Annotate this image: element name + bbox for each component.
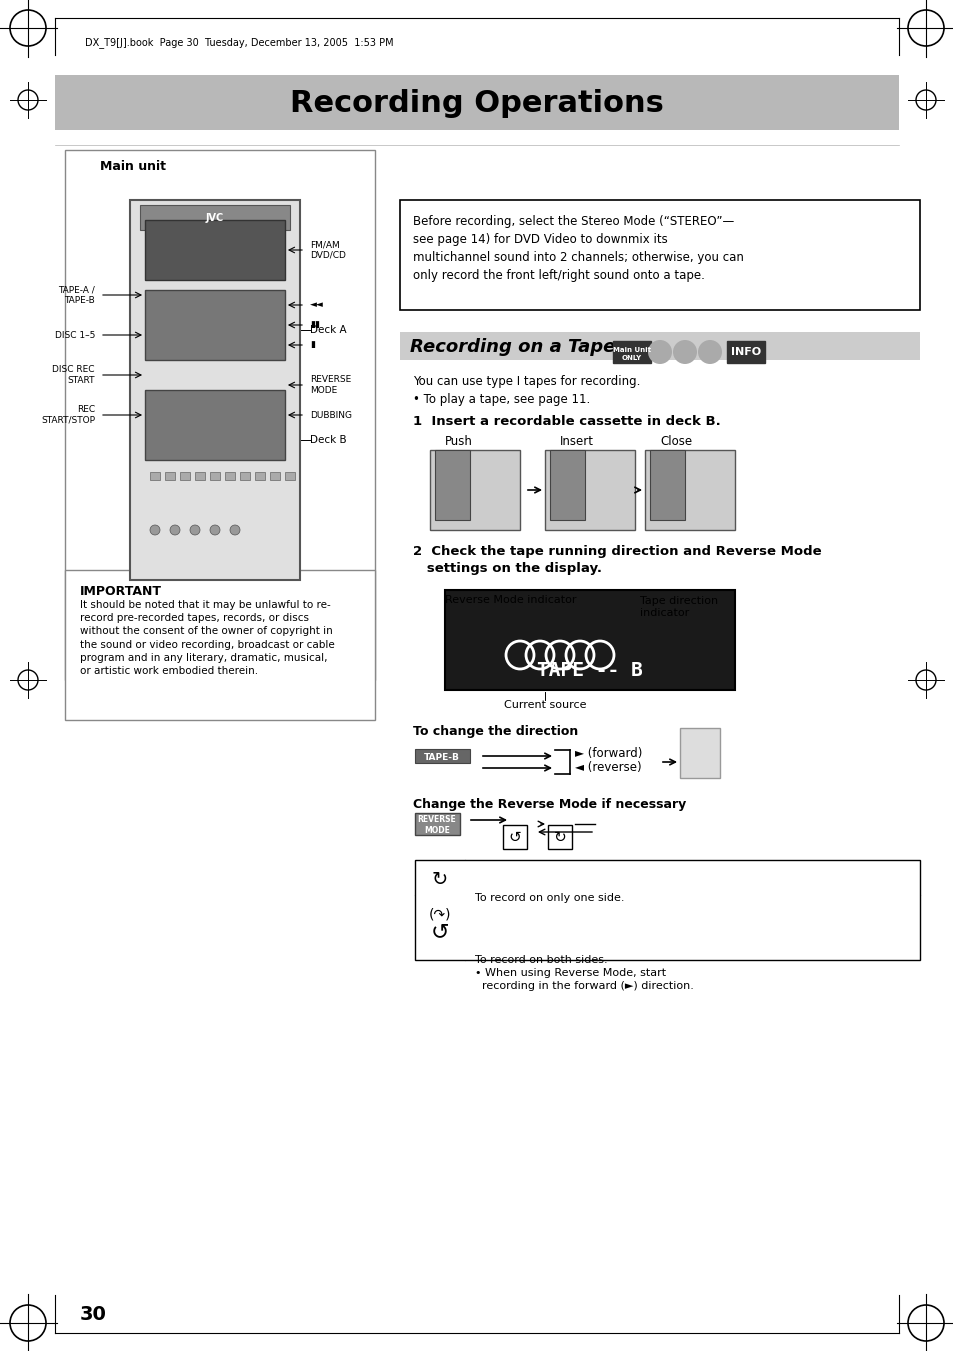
Text: 2  Check the tape running direction and Reverse Mode
   settings on the display.: 2 Check the tape running direction and R… bbox=[413, 544, 821, 576]
Text: REVERSE
MODE: REVERSE MODE bbox=[417, 815, 456, 835]
Bar bbox=[145, 290, 285, 359]
Bar bbox=[254, 471, 265, 480]
Text: Before recording, select the Stereo Mode (“STEREO”—
see page 14) for DVD Video t: Before recording, select the Stereo Mode… bbox=[413, 215, 743, 282]
Text: REC
START/STOP: REC START/STOP bbox=[41, 405, 95, 424]
Bar bbox=[644, 450, 734, 530]
Circle shape bbox=[210, 526, 220, 535]
Bar bbox=[270, 471, 280, 480]
Bar bbox=[415, 813, 459, 835]
Text: It should be noted that it may be unlawful to re-
record pre-recorded tapes, rec: It should be noted that it may be unlawf… bbox=[80, 600, 335, 676]
Bar bbox=[547, 825, 572, 848]
Text: Main unit: Main unit bbox=[100, 159, 166, 173]
Bar bbox=[240, 471, 250, 480]
Text: ↺: ↺ bbox=[508, 830, 521, 844]
Text: Recording on a Tape: Recording on a Tape bbox=[410, 338, 615, 357]
Bar bbox=[145, 220, 285, 280]
Text: ▮: ▮ bbox=[310, 340, 314, 350]
Text: DISC 1–5: DISC 1–5 bbox=[54, 331, 95, 339]
Bar bbox=[180, 471, 190, 480]
Text: ◄ (reverse): ◄ (reverse) bbox=[575, 762, 641, 774]
Text: Current source: Current source bbox=[503, 700, 586, 711]
Bar bbox=[444, 590, 734, 690]
Text: DISC REC
START: DISC REC START bbox=[52, 365, 95, 385]
Circle shape bbox=[628, 366, 635, 372]
Bar bbox=[415, 748, 470, 763]
Bar bbox=[65, 150, 375, 680]
Bar bbox=[165, 471, 174, 480]
Text: ▮▮: ▮▮ bbox=[310, 320, 319, 330]
Text: You can use type I tapes for recording.
• To play a tape, see page 11.: You can use type I tapes for recording. … bbox=[413, 376, 639, 407]
Text: DUBBING: DUBBING bbox=[310, 411, 352, 420]
Circle shape bbox=[672, 340, 697, 363]
Text: ↻: ↻ bbox=[553, 830, 566, 844]
Text: 30: 30 bbox=[80, 1305, 107, 1324]
Text: JVC: JVC bbox=[206, 213, 224, 223]
Bar bbox=[210, 471, 220, 480]
Text: ◄◄: ◄◄ bbox=[310, 300, 323, 309]
Bar bbox=[225, 471, 234, 480]
Text: ► (forward): ► (forward) bbox=[575, 747, 641, 761]
Text: TAPE -- B: TAPE -- B bbox=[537, 661, 642, 680]
Bar bbox=[502, 825, 526, 848]
Text: Deck B: Deck B bbox=[310, 435, 346, 444]
Bar bbox=[399, 200, 919, 309]
Bar bbox=[415, 861, 919, 961]
Circle shape bbox=[230, 526, 240, 535]
Text: 1  Insert a recordable cassette in deck B.: 1 Insert a recordable cassette in deck B… bbox=[413, 415, 720, 428]
Circle shape bbox=[647, 340, 671, 363]
Text: ↺: ↺ bbox=[430, 921, 449, 942]
Bar bbox=[150, 471, 160, 480]
Bar bbox=[399, 332, 919, 359]
Bar bbox=[430, 450, 519, 530]
Bar bbox=[194, 471, 205, 480]
Bar bbox=[435, 450, 470, 520]
Text: ↻: ↻ bbox=[432, 870, 448, 889]
Text: TAPE-B: TAPE-B bbox=[424, 753, 459, 762]
Text: Insert: Insert bbox=[559, 435, 594, 449]
Bar bbox=[130, 200, 299, 580]
Bar bbox=[140, 205, 290, 230]
Text: Recording Operations: Recording Operations bbox=[290, 89, 663, 119]
Circle shape bbox=[170, 526, 180, 535]
Text: Deck A: Deck A bbox=[310, 326, 346, 335]
Bar bbox=[285, 471, 294, 480]
Text: Tape direction
indicator: Tape direction indicator bbox=[639, 596, 718, 619]
Text: (↷): (↷) bbox=[428, 908, 451, 921]
Text: To record on both sides.
• When using Reverse Mode, start
  recording in the for: To record on both sides. • When using Re… bbox=[475, 955, 693, 992]
Text: Main Unit
ONLY: Main Unit ONLY bbox=[612, 347, 650, 361]
Text: Push: Push bbox=[444, 435, 473, 449]
Bar bbox=[613, 340, 650, 363]
Bar bbox=[544, 450, 635, 530]
Bar bbox=[145, 390, 285, 459]
Text: Change the Reverse Mode if necessary: Change the Reverse Mode if necessary bbox=[413, 798, 685, 811]
Bar bbox=[726, 340, 764, 363]
Circle shape bbox=[190, 526, 200, 535]
Text: To record on only one side.: To record on only one side. bbox=[475, 893, 624, 902]
Text: DX_T9[J].book  Page 30  Tuesday, December 13, 2005  1:53 PM: DX_T9[J].book Page 30 Tuesday, December … bbox=[85, 38, 394, 49]
Text: REVERSE
MODE: REVERSE MODE bbox=[310, 376, 351, 394]
Bar bbox=[65, 570, 375, 720]
Bar bbox=[679, 728, 720, 778]
Circle shape bbox=[698, 340, 721, 363]
Text: FM/AM
DVD/CD: FM/AM DVD/CD bbox=[310, 240, 346, 259]
Text: TAPE-A /
TAPE-B: TAPE-A / TAPE-B bbox=[58, 285, 95, 305]
Text: Close: Close bbox=[659, 435, 691, 449]
Text: Reverse Mode indicator: Reverse Mode indicator bbox=[444, 594, 576, 605]
Text: To change the direction: To change the direction bbox=[413, 725, 578, 738]
Circle shape bbox=[150, 526, 160, 535]
Bar bbox=[550, 450, 584, 520]
Bar bbox=[649, 450, 684, 520]
Text: INFO: INFO bbox=[730, 347, 760, 357]
Text: IMPORTANT: IMPORTANT bbox=[80, 585, 162, 598]
FancyBboxPatch shape bbox=[55, 76, 898, 130]
